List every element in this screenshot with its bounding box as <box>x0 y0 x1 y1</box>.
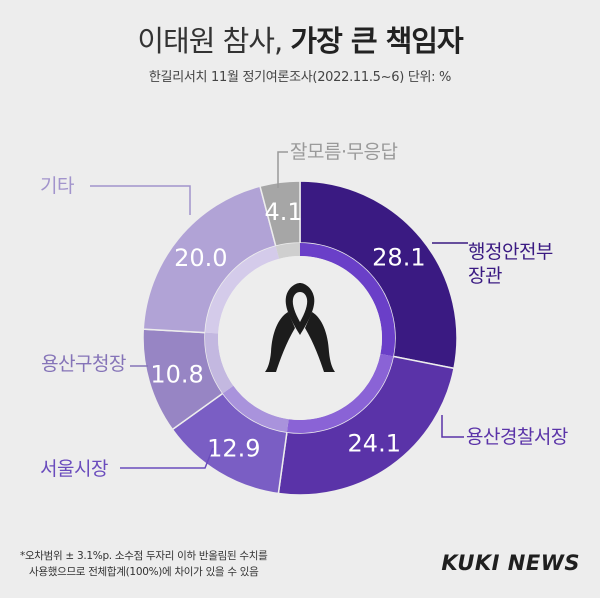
category-label-2: 서울시장 <box>40 458 108 480</box>
footnote-line-2: 사용했으므로 전체합계(100%)에 차이가 있을 수 있음 <box>29 566 259 578</box>
inner-slice-1 <box>286 353 394 434</box>
leader-line-5 <box>277 151 288 188</box>
donut-hole <box>218 256 382 420</box>
category-label-5: 잘모름·무응답 <box>290 141 397 163</box>
leader-line-4 <box>90 185 191 215</box>
slices-layer <box>142 180 458 496</box>
kuki-news-logo: KUKI NEWS <box>441 551 580 575</box>
value-label-4: 20.0 <box>174 244 227 272</box>
value-label-5: 4.1 <box>264 198 302 226</box>
leader-line-2 <box>120 447 214 469</box>
title-light: 이태원 참사, <box>137 24 283 58</box>
inner-slice-0 <box>300 243 395 357</box>
chart-title: 이태원 참사, 가장 큰 책임자 <box>0 18 600 60</box>
footnote-line-1: *오차범위 ± 3.1%p. 소수점 두자리 이하 반올림된 수치를 <box>20 550 268 562</box>
category-label-4: 기타 <box>40 175 74 197</box>
leader-line-1 <box>441 415 464 438</box>
leader-lines <box>90 151 468 469</box>
value-label-2: 12.9 <box>207 435 260 463</box>
footnote: *오차범위 ± 3.1%p. 소수점 두자리 이하 반올림된 수치를 사용했으므… <box>20 548 268 580</box>
chart-subtitle: 한길리서치 11월 정기여론조사(2022.11.5~6) 단위: % <box>148 70 452 85</box>
value-label-1: 24.1 <box>348 429 401 457</box>
inner-slice-2 <box>222 385 289 433</box>
value-label-0: 28.1 <box>372 244 425 272</box>
title-bold: 가장 큰 책임자 <box>290 24 463 58</box>
inner-slice-4 <box>205 246 280 334</box>
inner-slice-3 <box>205 332 234 394</box>
category-label-3: 용산구청장 <box>41 353 126 375</box>
value-label-3: 10.8 <box>150 361 203 389</box>
value-labels: 28.1 24.1 12.9 10.8 20.0 4.1 <box>150 198 425 462</box>
inner-slice-5 <box>275 243 300 259</box>
category-label-0: 행정안전부 장관 <box>468 241 553 287</box>
slice-0 <box>299 180 458 370</box>
ribbon-icon <box>265 283 335 372</box>
category-label-1: 용산경찰서장 <box>466 426 568 448</box>
inner-ring-layer <box>205 243 395 434</box>
